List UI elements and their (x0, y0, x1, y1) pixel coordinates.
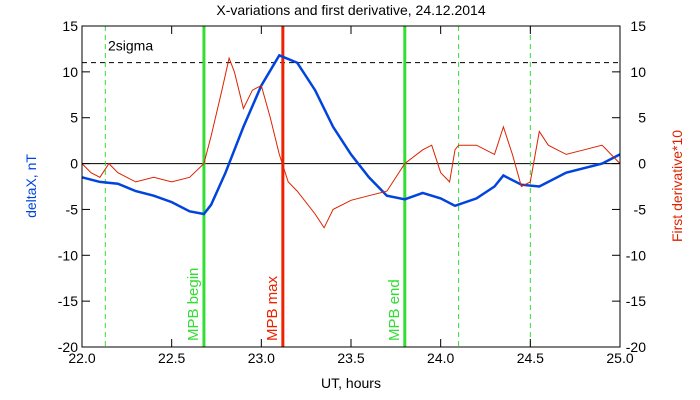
y2-tick-label: -10 (626, 247, 646, 263)
y2-tick-label: 0 (638, 156, 646, 172)
chart-title: X-variations and first derivative, 24.12… (216, 2, 485, 18)
y-tick-label: 5 (70, 110, 78, 126)
y2-axis-label: First derivative*10 (669, 130, 685, 242)
marker-label: MPB begin (185, 268, 202, 341)
y-tick-label: -5 (66, 201, 79, 217)
x-tick-label: 23.0 (248, 350, 275, 366)
y2-tick-label: -20 (626, 339, 646, 355)
data-line (81, 53, 621, 216)
x-axis-label: UT, hours (321, 375, 381, 391)
y2-tick-label: 5 (638, 110, 646, 126)
x-tick-label: 24.5 (517, 350, 544, 366)
reference-label: 2sigma (108, 38, 153, 54)
y2-tick-label: 10 (630, 64, 646, 80)
y-tick-label: -10 (58, 247, 78, 263)
y-axis-label: deltaX, nT (23, 154, 39, 218)
x-tick-label: 23.5 (337, 350, 364, 366)
x-tick-label: 24.0 (427, 350, 454, 366)
y-tick-label: 15 (62, 18, 78, 34)
x-tick-label: 22.0 (68, 350, 95, 366)
x-tick-label: 25.0 (606, 350, 633, 366)
marker-label: MPB end (386, 279, 403, 341)
data-line (81, 56, 621, 229)
y2-tick-label: 15 (630, 18, 646, 34)
y-tick-label: -20 (58, 339, 78, 355)
y-tick-label: -15 (58, 293, 78, 309)
y2-tick-label: -5 (634, 201, 647, 217)
y-tick-label: 0 (70, 156, 78, 172)
x-tick-label: 22.5 (158, 350, 185, 366)
y-tick-label: 10 (62, 64, 78, 80)
marker-label: MPB max (264, 275, 281, 341)
y2-tick-label: -15 (626, 293, 646, 309)
